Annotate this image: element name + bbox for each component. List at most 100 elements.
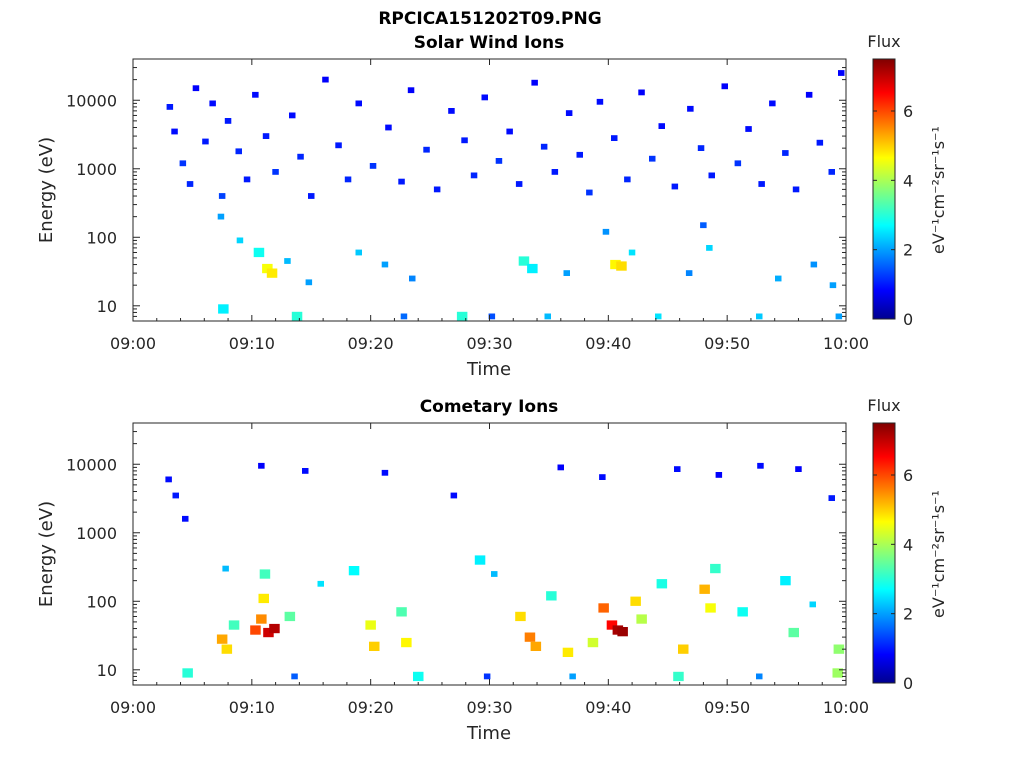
- heatmap-cell: [546, 591, 557, 601]
- heatmap-cell: [563, 270, 570, 276]
- heatmap-cell: [697, 145, 705, 151]
- heatmap-cell: [317, 580, 324, 587]
- heatmap-cell: [649, 155, 656, 162]
- heatmap-cell: [217, 213, 225, 220]
- heatmap-cell: [809, 601, 816, 608]
- heatmap-cell: [795, 466, 802, 472]
- heatmap-cell: [569, 673, 576, 680]
- heatmap-cell: [182, 668, 193, 678]
- heatmap-cell: [734, 160, 742, 167]
- heatmap-cell: [610, 259, 621, 270]
- heatmap-cell: [235, 148, 242, 155]
- heatmap-cell: [673, 671, 684, 682]
- x-tick-label: 09:30: [466, 698, 512, 717]
- heatmap-cell: [433, 186, 441, 193]
- panel-title: Solar Wind Ions: [414, 33, 565, 53]
- heatmap-cell: [222, 565, 229, 572]
- heatmap-cell: [706, 245, 713, 251]
- heatmap-cell: [252, 91, 259, 98]
- heatmap-cell: [172, 492, 179, 499]
- heatmap-cell: [182, 515, 189, 522]
- heatmap-cell: [216, 634, 228, 644]
- heatmap-cell: [544, 313, 551, 320]
- heatmap-cells: [166, 70, 845, 322]
- heatmap-cell: [491, 571, 498, 577]
- heatmap-cell: [495, 158, 503, 164]
- heatmap-cell: [236, 237, 244, 244]
- heatmap-cell: [284, 611, 296, 622]
- heatmap-cell: [576, 151, 583, 158]
- heatmap-cell: [407, 87, 415, 94]
- heatmap-cell: [758, 181, 765, 187]
- heatmap-cell: [400, 313, 408, 320]
- heatmap-cell: [828, 495, 835, 501]
- heatmap-cell: [284, 258, 291, 264]
- heatmap-cell: [218, 193, 226, 199]
- heatmap-cell: [165, 476, 172, 483]
- x-tick-label: 09:10: [229, 698, 275, 717]
- heatmap-cell: [266, 268, 278, 278]
- heatmap-cell: [656, 579, 668, 589]
- heatmap-cell: [481, 94, 488, 101]
- heatmap-cell: [171, 128, 178, 135]
- heatmap-cell: [671, 183, 679, 190]
- heatmap-cell: [816, 139, 824, 146]
- heatmap-cell: [322, 76, 329, 83]
- x-tick-label: 09:20: [348, 334, 394, 353]
- heatmap-cell: [355, 100, 362, 107]
- heatmap-cell: [269, 623, 280, 634]
- x-axis: 09:00 09:10 09:20 09:30 09:40 09:50 10:00: [110, 423, 869, 717]
- heatmap-cell: [598, 603, 609, 613]
- heatmap-cell: [833, 644, 845, 654]
- heatmap-cell: [596, 98, 604, 105]
- colorbar-tick-label: 2: [903, 605, 913, 624]
- heatmap-cell: [456, 311, 468, 322]
- colorbar-tick-label: 6: [903, 466, 913, 485]
- heatmap-cell: [638, 89, 645, 96]
- solar-wind-panel: Solar Wind Ions 09:00 09:10 09:20 09:30 09:4…: [36, 32, 948, 380]
- heatmap-cell: [369, 641, 380, 651]
- colorbar-title: Flux: [867, 396, 900, 415]
- colorbar-tick-label: 2: [903, 241, 913, 260]
- heatmap-cell: [805, 91, 813, 98]
- x-tick-label: 09:00: [110, 334, 156, 353]
- heatmap-cell: [636, 614, 647, 624]
- heatmap-cell: [617, 627, 628, 637]
- heatmap-cell: [262, 133, 270, 139]
- x-tick-label: 09:20: [348, 698, 394, 717]
- heatmap-cell: [250, 625, 261, 635]
- colorbar-tick-label: 4: [903, 171, 913, 190]
- colorbar: [872, 58, 896, 320]
- colorbar-tick-label: 4: [903, 535, 913, 554]
- y-tick-label: 10: [97, 297, 117, 316]
- heatmap-cell: [769, 100, 776, 107]
- heatmap-cell: [256, 614, 267, 624]
- heatmap-cell: [515, 611, 526, 622]
- colorbar-tick-label: 0: [903, 310, 913, 329]
- heatmap-cell: [685, 270, 693, 276]
- heatmap-cell: [258, 462, 265, 469]
- heatmap-cell: [756, 313, 763, 320]
- heatmap-cell: [186, 181, 194, 187]
- heatmap-cells: [165, 462, 845, 682]
- heatmap-cell: [305, 279, 313, 286]
- heatmap-cell: [518, 256, 530, 266]
- y-tick-label: 10: [97, 661, 117, 680]
- heatmap-cell: [745, 126, 752, 132]
- heatmap-cell: [530, 641, 542, 651]
- heatmap-cell: [409, 275, 416, 282]
- heatmap-cell: [700, 222, 707, 229]
- heatmap-cell: [557, 464, 564, 471]
- heatmap-cell: [385, 124, 392, 131]
- heatmap-cell: [209, 100, 216, 107]
- heatmap-cell: [829, 282, 837, 289]
- heatmap-cell: [715, 472, 723, 478]
- heatmap-cell: [291, 311, 303, 322]
- heatmap-cell: [365, 620, 376, 630]
- x-tick-label: 10:00: [823, 698, 869, 717]
- heatmap-cell: [838, 70, 845, 76]
- heatmap-cell: [780, 576, 791, 586]
- heatmap-cell: [224, 118, 232, 124]
- heatmap-cell: [710, 563, 721, 574]
- heatmap-cell: [218, 304, 229, 314]
